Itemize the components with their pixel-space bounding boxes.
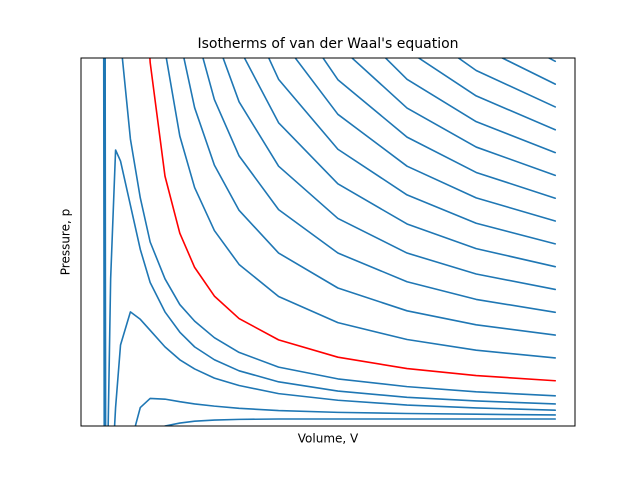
isotherm-line	[104, 58, 557, 426]
chart-title: Isotherms of van der Waal's equation	[197, 36, 458, 52]
isotherm-line	[322, 58, 557, 200]
isotherm-line	[165, 58, 557, 359]
isotherm-line	[294, 58, 557, 222]
isotherm-line	[149, 58, 557, 382]
isotherm-line	[350, 58, 557, 177]
x-axis-label: Volume, V	[298, 432, 359, 446]
isotherm-line	[222, 58, 557, 291]
isotherm-line	[121, 58, 557, 397]
isotherm-line	[202, 58, 557, 314]
plot-area	[102, 58, 557, 426]
axes-frame	[80, 57, 576, 427]
isotherm-line	[102, 58, 557, 426]
isotherm-line	[267, 58, 557, 245]
isotherm-line	[104, 58, 557, 426]
isotherm-line	[183, 58, 557, 336]
isotherm-line	[103, 58, 557, 426]
isotherm-line	[243, 58, 557, 268]
y-axis-label: Pressure, p	[59, 209, 73, 276]
isotherm-line	[384, 58, 557, 154]
